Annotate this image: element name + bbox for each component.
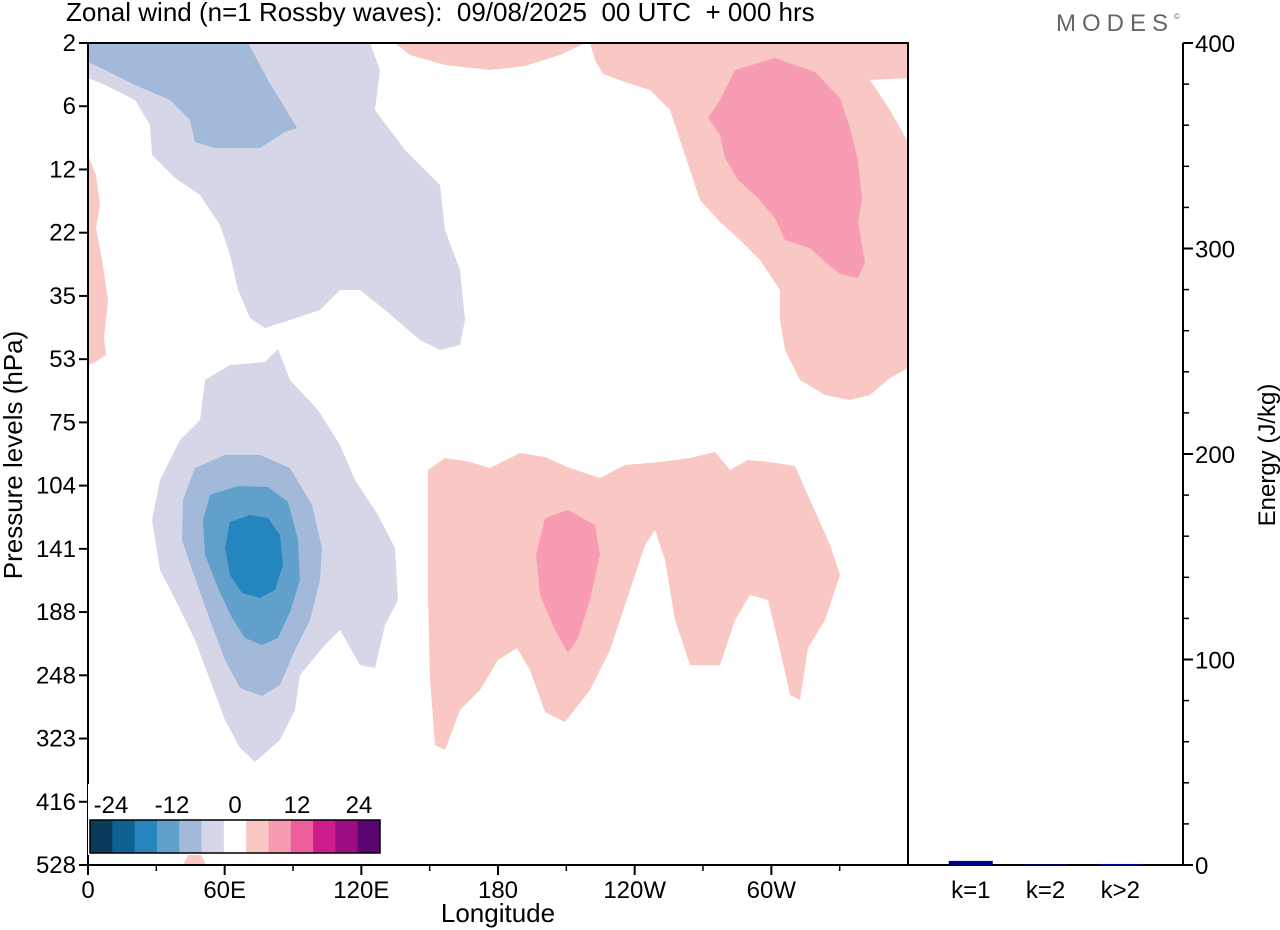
- colorbar-tick-label: 12: [284, 792, 311, 819]
- colorbar-swatch: [179, 820, 203, 853]
- y-tick-label: 104: [36, 473, 76, 500]
- colorbar-swatch: [268, 820, 292, 853]
- contour-pos-medium-strat: [708, 58, 865, 278]
- contour-pos-light-bottom: [183, 852, 206, 865]
- colorbar-swatch: [112, 820, 136, 853]
- longitude-axis: 0 60E 120E 180 120W 60W: [81, 865, 841, 904]
- energy-tick-label: 300: [1195, 237, 1235, 264]
- x-tick-label: 120W: [603, 877, 666, 904]
- y-tick-label: 53: [49, 346, 76, 373]
- x-tick-label: 60W: [747, 877, 797, 904]
- contour-pos-medium-trop: [536, 510, 600, 653]
- contour-neg-core-lower: [225, 515, 283, 598]
- y-tick-label: 528: [36, 852, 76, 879]
- contour-pos-light-west: [88, 155, 108, 365]
- y-tick-label: 12: [49, 156, 76, 183]
- colorbar-swatch: [290, 820, 314, 853]
- contour-neg-light-upper: [88, 43, 465, 350]
- colorbar-swatch: [223, 820, 247, 853]
- y-tick-label: 2: [63, 30, 76, 57]
- colorbar-swatch: [90, 820, 113, 853]
- x-axis-label: Longitude: [441, 898, 555, 928]
- y-tick-label: 6: [63, 93, 76, 120]
- x-tick-label: 120E: [333, 877, 389, 904]
- energy-bar: [1023, 864, 1068, 866]
- y-tick-label: 248: [36, 662, 76, 689]
- pressure-axis: 2 6 12 22 35 53 75 104 141 188 248 323 416 528: [36, 30, 88, 879]
- colorbar-tick-label: -12: [155, 792, 190, 819]
- colorbar: -24 -12 0 12 24: [88, 784, 382, 855]
- energy-bar: [948, 860, 993, 865]
- colorbar-swatch: [201, 820, 225, 853]
- y-tick-label: 35: [49, 283, 76, 310]
- y-tick-label: 416: [36, 789, 76, 816]
- y-axis-label: Pressure levels (hPa): [0, 331, 28, 580]
- x-tick-label: 0: [81, 877, 94, 904]
- colorbar-swatch: [156, 820, 180, 853]
- chart-title: Zonal wind (n=1 Rossby waves): 09/08/202…: [66, 0, 815, 27]
- colorbar-tick-label: -24: [94, 792, 129, 819]
- contour-neg-medium-upper: [88, 43, 297, 148]
- energy-category-label: k=1: [951, 877, 990, 904]
- energy-bar-chart: 0 100 200 300 400 k=1 k=2 k>2: [948, 31, 1235, 904]
- contour-field: [88, 43, 908, 865]
- brand-name: MODES: [1056, 10, 1175, 37]
- energy-category-label: k=2: [1026, 877, 1065, 904]
- colorbar-swatch: [357, 820, 381, 853]
- brand-logo: MODES©: [1056, 10, 1180, 38]
- colorbar-tick-label: 24: [346, 792, 373, 819]
- energy-tick-label: 200: [1195, 442, 1235, 469]
- energy-axis-label: Energy (J/kg): [1254, 384, 1280, 527]
- brand-mark: ©: [1174, 12, 1180, 21]
- y-tick-label: 75: [49, 409, 76, 436]
- colorbar-tick-label: 0: [228, 792, 241, 819]
- energy-tick-label: 400: [1195, 31, 1235, 58]
- contour-pos-light-trop: [428, 452, 840, 750]
- contour-pos-light-top: [395, 43, 585, 70]
- colorbar-swatch: [313, 820, 336, 853]
- x-tick-label: 180: [478, 877, 518, 904]
- y-tick-label: 323: [36, 726, 76, 753]
- colorbar-swatch: [134, 820, 158, 853]
- energy-bar: [1098, 863, 1143, 865]
- y-tick-label: 22: [49, 220, 76, 247]
- colorbar-swatch: [335, 820, 359, 853]
- y-tick-label: 188: [36, 599, 76, 626]
- energy-tick-label: 100: [1195, 648, 1235, 675]
- energy-tick-label: 0: [1195, 853, 1208, 880]
- colorbar-swatch: [246, 820, 269, 853]
- colorbar-frame: [89, 819, 381, 854]
- x-tick-label: 60E: [203, 877, 246, 904]
- energy-category-label: k>2: [1101, 877, 1140, 904]
- y-tick-label: 141: [36, 536, 76, 563]
